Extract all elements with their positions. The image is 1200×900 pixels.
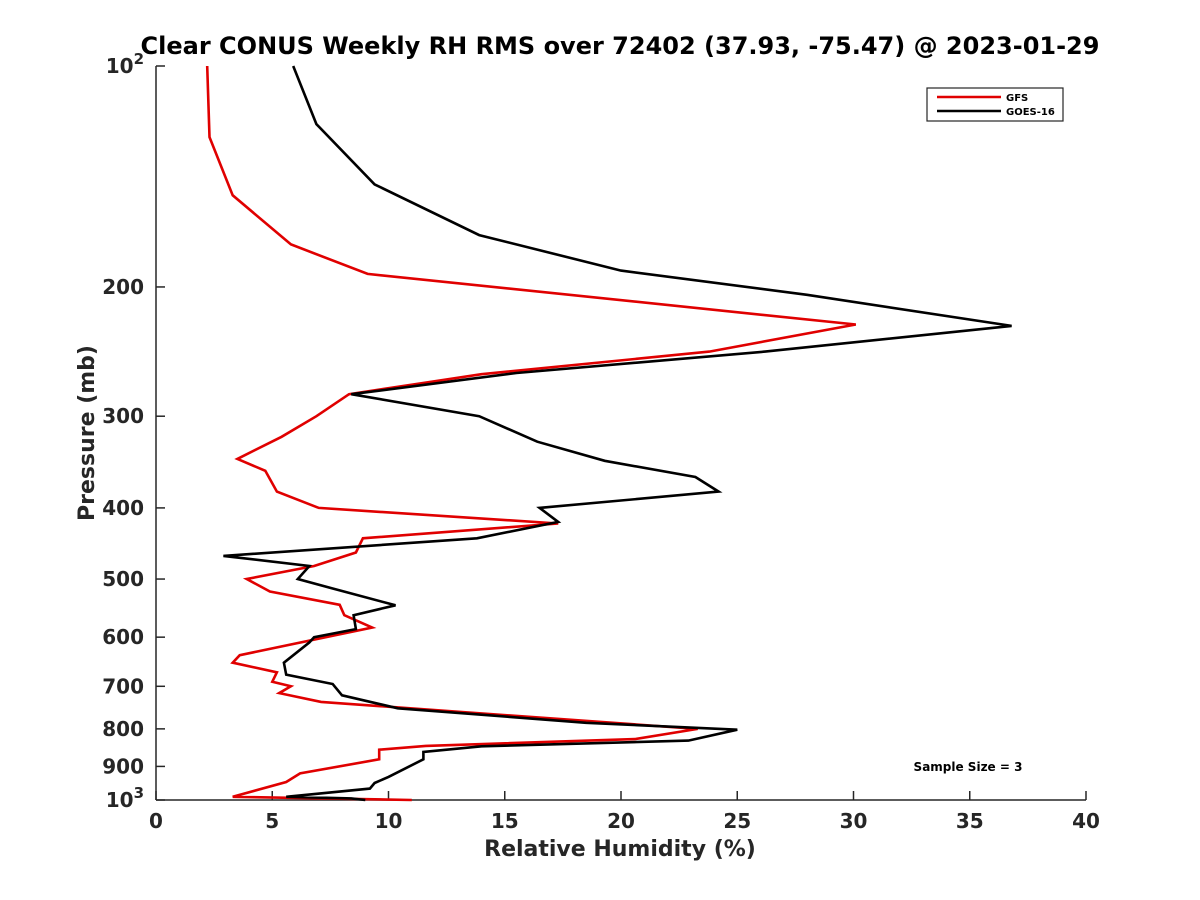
axes: 0 5 10 15 20 25 30 35 40 102 200 300 400 500 600 700 800… (102, 50, 1100, 833)
x-tick-label: 10 (375, 809, 403, 833)
y-tick-label: 400 (102, 496, 144, 520)
legend: GFS GOES-16 (926, 87, 1064, 122)
x-tick-label: 20 (607, 809, 635, 833)
x-tick-label: 25 (723, 809, 751, 833)
y-tick-label: 200 (102, 275, 144, 299)
y-tick-label: 500 (102, 567, 144, 591)
y-tick-label: 600 (102, 625, 144, 649)
x-tick-label: 30 (840, 809, 868, 833)
x-tick-label: 5 (265, 809, 279, 833)
y-tick-label: 102 (106, 50, 144, 78)
x-tick-label: 0 (149, 809, 163, 833)
series-layer (205, 65, 1012, 802)
x-tick-label: 40 (1072, 809, 1100, 833)
x-axis-label: Relative Humidity (%) (484, 837, 756, 862)
x-tick-label: 15 (491, 809, 519, 833)
y-tick-label: 800 (102, 717, 144, 741)
y-axis-label: Pressure (mb) (75, 345, 100, 521)
legend-label: GFS (1006, 93, 1028, 104)
x-tick-label: 35 (956, 809, 984, 833)
y-tick-label: 700 (102, 674, 144, 698)
y-tick-label: 300 (102, 404, 144, 428)
legend-box (926, 87, 1064, 122)
y-tick-label: 900 (102, 754, 144, 778)
series-line-gfs (205, 65, 857, 802)
series-line-goes-16 (223, 65, 1012, 802)
chart-title: Clear CONUS Weekly RH RMS over 72402 (37… (141, 32, 1100, 60)
y-tick-label: 103 (106, 784, 144, 812)
sample-size-annotation: Sample Size = 3 (914, 760, 1023, 774)
legend-label: GOES-16 (1006, 107, 1055, 118)
